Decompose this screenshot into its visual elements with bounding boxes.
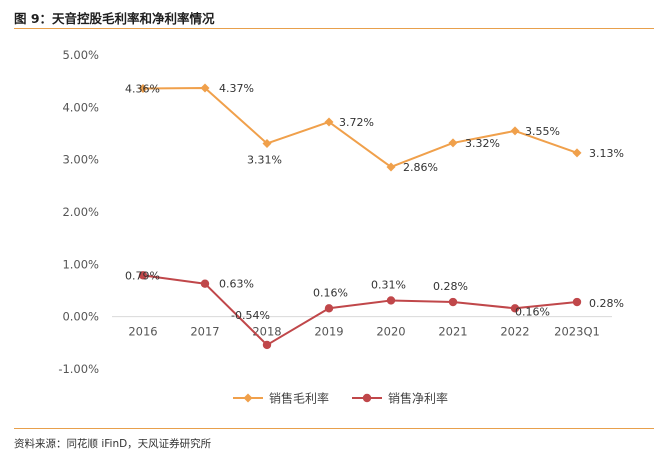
x-tick-label: 2023Q1 [554,325,600,339]
net-margin-label: 0.16% [313,286,348,299]
gross-margin-point [138,83,148,93]
gross-margin-point [324,117,334,127]
top-rule [14,28,654,29]
line-chart: 5.00% 4.00% 3.00% 2.00% 1.00% 0.00% -1.00% 2016… [58,48,624,406]
x-tick-label: 2019 [314,325,343,339]
net-margin-label: 0.63% [219,278,254,291]
gross-margin-line [142,86,578,168]
net-margin-label: 0.31% [371,278,406,291]
net-margin-point [262,340,272,350]
legend-label-gross: 销售毛利率 [269,391,329,406]
source-note: 资料来源：同花顺 iFinD，天风证券研究所 [14,438,212,450]
gross-margin-point [510,126,520,136]
net-margin-point [572,297,582,307]
x-tick-label: 2021 [438,325,467,339]
gross-margin-point [448,138,458,148]
gross-margin-label: 3.13% [589,147,624,160]
net-margin-label: 0.28% [433,280,468,293]
gross-margin-label: 4.37% [219,82,254,95]
gross-margin-point [200,83,210,93]
net-margin-point [386,296,396,305]
gross-margin-label: 3.31% [247,153,282,166]
net-margin-label: 0.16% [515,305,550,318]
gross-margin-point [572,148,582,158]
net-margin-point [324,304,334,313]
bottom-rule [14,428,654,429]
y-tick-label: 2.00% [62,205,99,219]
y-tick-label: 0.00% [62,310,99,324]
net-margin-line [142,274,578,346]
y-tick-label: 4.00% [62,100,99,114]
gross-margin-point [262,138,272,148]
gross-margin-label: 4.36% [125,82,160,95]
gross-margin-label: 3.55% [525,125,560,138]
legend-circle-marker [362,393,372,403]
x-tick-label: 2017 [190,325,219,339]
legend-label-net: 销售净利率 [388,391,448,406]
net-margin-point [510,304,520,313]
net-margin-point [138,271,148,280]
gross-margin-point [386,162,396,172]
net-margin-label: 0.79% [125,269,160,282]
net-margin-point [200,279,210,288]
x-tick-label: 2018 [252,325,281,339]
y-tick-label: 1.00% [62,257,99,271]
x-tick-label: 2016 [128,325,157,339]
y-tick-label: 5.00% [62,48,99,62]
x-tick-label: 2020 [376,325,405,339]
net-margin-label: 0.28% [589,297,624,310]
y-tick-label: -1.00% [58,362,99,376]
net-margin-point [448,297,458,307]
gross-margin-label: 2.86% [403,161,438,174]
x-tick-label: 2022 [500,325,529,339]
gross-margin-label: 3.32% [465,137,500,150]
figure-title: 图 9：天音控股毛利率和净利率情况 [14,11,215,26]
net-margin-label: -0.54% [231,309,270,322]
legend-diamond-marker [243,393,253,403]
gross-margin-label: 3.72% [339,116,374,129]
y-tick-label: 3.00% [62,153,99,167]
